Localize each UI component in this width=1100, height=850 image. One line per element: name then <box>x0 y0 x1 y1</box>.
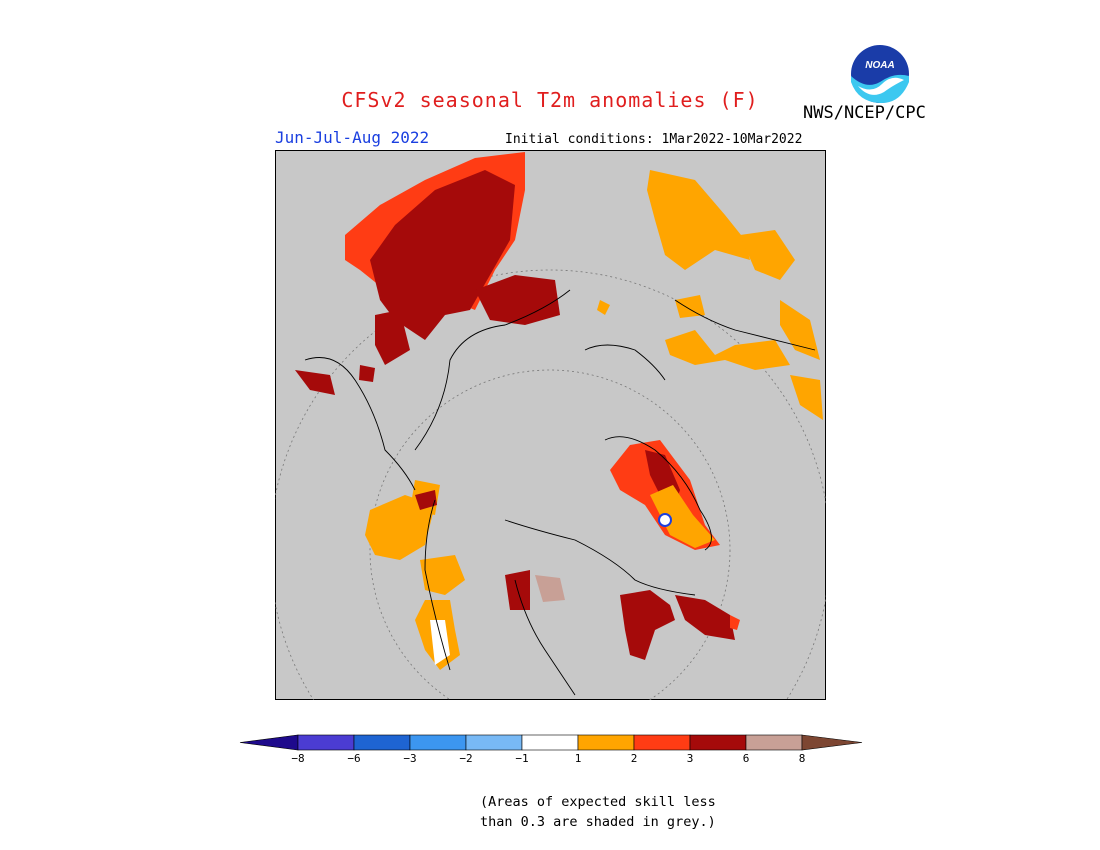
colorbar <box>239 734 863 751</box>
colorbar-tick-label: −1 <box>515 752 529 765</box>
colorbar-tick-label: −3 <box>403 752 417 765</box>
svg-text:NOAA: NOAA <box>865 60 894 71</box>
colorbar-segment <box>297 734 355 751</box>
colorbar-tick-label: −8 <box>291 752 305 765</box>
colorbar-segment <box>633 734 691 751</box>
colorbar-segment <box>521 734 579 751</box>
noaa-logo: NOAA <box>849 43 911 105</box>
colorbar-segment <box>745 734 803 751</box>
colorbar-tick-label: −2 <box>459 752 473 765</box>
latitude-circles <box>275 269 826 700</box>
skill-note-line-2: than 0.3 are shaded in grey.) <box>480 814 716 830</box>
colorbar-tick-label: 8 <box>798 752 806 765</box>
colorbar-segment <box>409 734 467 751</box>
polar-anomaly-map <box>275 150 826 700</box>
colorbar-segment <box>577 734 635 751</box>
skill-note: (Areas of expected skill less than 0.3 a… <box>480 792 716 832</box>
colorbar-tick-label: 3 <box>686 752 694 765</box>
colorbar-segment <box>465 734 523 751</box>
coastlines <box>304 289 816 696</box>
colorbar-tick-label: −6 <box>347 752 361 765</box>
colorbar-tick-label: 1 <box>574 752 582 765</box>
skill-note-line-1: (Areas of expected skill less <box>480 794 716 810</box>
initial-conditions-label: Initial conditions: 1Mar2022-10Mar2022 <box>505 132 803 147</box>
colorbar-segment <box>689 734 747 751</box>
map-title: CFSv2 seasonal T2m anomalies (F) <box>341 88 759 112</box>
colorbar-tick-label: 2 <box>630 752 638 765</box>
season-label: Jun-Jul-Aug 2022 <box>275 128 430 147</box>
colorbar-arrow-low <box>239 734 299 751</box>
colorbar-tick-label: 6 <box>742 752 750 765</box>
colorbar-segment <box>353 734 411 751</box>
agency-label: NWS/NCEP/CPC <box>803 103 926 123</box>
colorbar-arrow-high <box>801 734 863 751</box>
